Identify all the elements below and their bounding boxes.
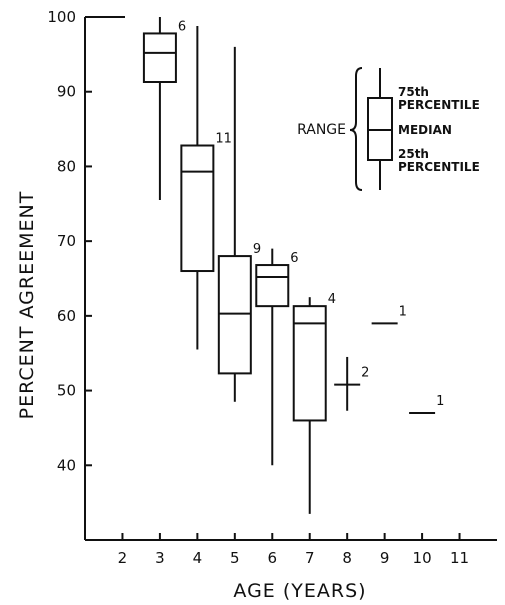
x-tick-label: 4 xyxy=(193,549,203,567)
x-tick-label: 11 xyxy=(450,549,469,567)
key-range-label: RANGE xyxy=(297,122,346,138)
sample-size-label: 4 xyxy=(328,292,336,307)
box-iqr xyxy=(180,144,215,273)
sample-size-label: 2 xyxy=(361,366,369,381)
box-iqr xyxy=(292,305,327,422)
x-tick-label: 8 xyxy=(342,549,352,567)
sample-size-label: 1 xyxy=(399,304,407,319)
key-p25-label: PERCENTILE xyxy=(398,160,480,174)
x-tick-label: 9 xyxy=(380,549,390,567)
sample-size-label: 6 xyxy=(178,19,186,34)
y-tick-label: 80 xyxy=(57,157,76,175)
box-iqr xyxy=(255,264,290,308)
x-tick-label: 10 xyxy=(413,549,432,567)
box-iqr xyxy=(142,32,177,84)
x-tick-label: 2 xyxy=(118,549,128,567)
x-tick-label: 7 xyxy=(305,549,315,567)
y-tick-label: 90 xyxy=(57,83,76,101)
y-axis-label: PERCENT AGREEMENT xyxy=(16,191,38,420)
y-tick-label: 50 xyxy=(57,382,76,400)
range-brace xyxy=(349,67,363,191)
key-p75-label: 75th xyxy=(398,85,429,99)
sample-size-label: 1 xyxy=(436,394,444,409)
x-tick-label: 5 xyxy=(230,549,240,567)
y-tick-label: 70 xyxy=(57,232,76,250)
y-tick-label: 100 xyxy=(47,8,76,26)
y-tick-label: 40 xyxy=(57,456,76,474)
box-iqr xyxy=(217,255,252,375)
sample-size-label: 6 xyxy=(290,251,298,266)
x-tick-label: 3 xyxy=(155,549,165,567)
key-p75-label: PERCENTILE xyxy=(398,98,480,112)
key-median-label: MEDIAN xyxy=(398,123,452,137)
sample-size-label: 11 xyxy=(215,132,232,147)
y-tick-label: 60 xyxy=(57,307,76,325)
x-axis-label: AGE (YEARS) xyxy=(233,580,366,602)
key-p25-label: 25th xyxy=(398,147,429,161)
x-tick-label: 6 xyxy=(267,549,277,567)
sample-size-label: 9 xyxy=(253,242,261,257)
